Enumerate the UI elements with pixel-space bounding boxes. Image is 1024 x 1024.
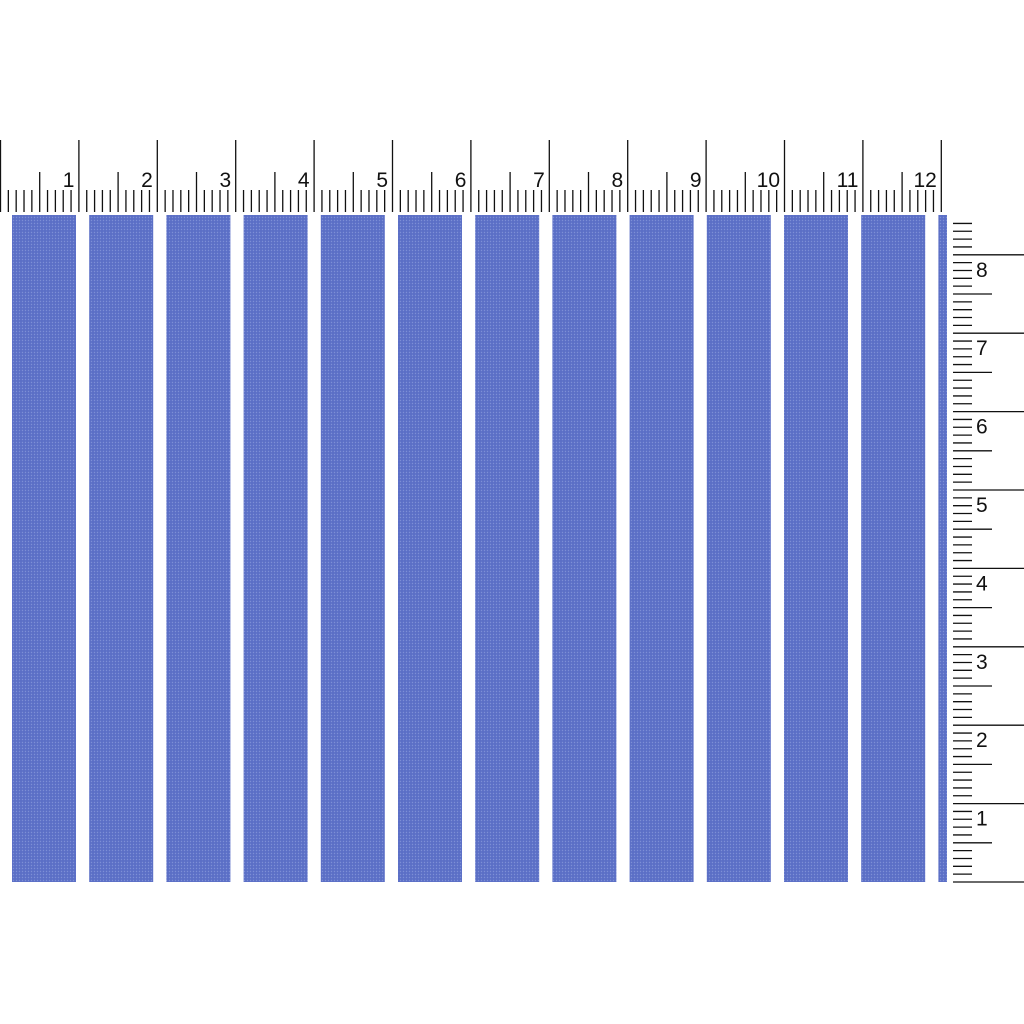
stripe <box>938 215 947 882</box>
stripe <box>475 215 540 882</box>
ruler-label: 1 <box>976 808 988 831</box>
ruler-label: 8 <box>976 259 988 282</box>
ruler-label: 3 <box>220 169 232 192</box>
stripe <box>861 215 926 882</box>
ruler-label: 6 <box>976 416 988 439</box>
ruler-label: 8 <box>612 169 624 192</box>
ruler-label: 7 <box>533 169 545 192</box>
ruler-label: 9 <box>690 169 702 192</box>
stripe <box>398 215 462 882</box>
ruler-label: 7 <box>976 337 988 360</box>
ruler-label: 6 <box>455 169 467 192</box>
stripe <box>784 215 848 882</box>
stripe <box>552 215 617 882</box>
ruler-label: 12 <box>913 169 936 192</box>
top-ruler: 1 2 3 4 5 6 7 8 9 10 11 12 <box>0 140 942 212</box>
stripe <box>243 215 308 882</box>
ruler-label: 10 <box>757 169 780 192</box>
ruler-label: 11 <box>837 169 859 192</box>
stripe <box>706 215 771 882</box>
ruler-label: 4 <box>976 572 988 595</box>
stripe <box>89 215 154 882</box>
stripe <box>320 215 385 882</box>
ruler-label: 5 <box>376 169 388 192</box>
ruler-label: 2 <box>141 169 153 192</box>
ruler-label: 2 <box>976 729 988 752</box>
ruler-label: 3 <box>976 651 988 674</box>
stripe <box>12 215 76 882</box>
ruler-label: 5 <box>976 494 988 517</box>
ruler-label: 4 <box>298 169 310 192</box>
stripe <box>166 215 231 882</box>
stripe <box>629 215 694 882</box>
side-ruler: 1 2 3 4 5 6 7 8 <box>953 222 1024 883</box>
ruler-label: 1 <box>63 169 75 192</box>
stripe-pattern <box>12 215 947 882</box>
